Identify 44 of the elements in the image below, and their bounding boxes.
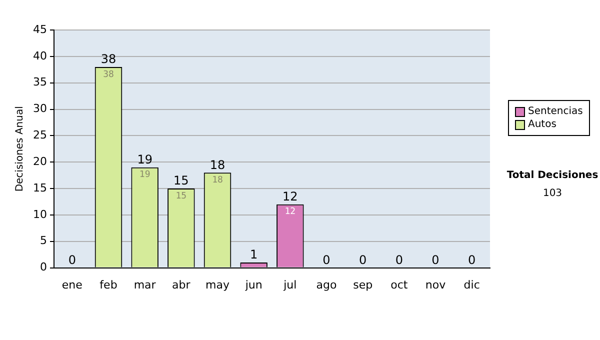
x-tick-label: abr — [172, 278, 191, 292]
total-label: 38 — [100, 52, 116, 66]
total-label: 0 — [395, 252, 403, 267]
x-tick-label: nov — [425, 278, 446, 292]
y-tick-label: 35 — [32, 76, 47, 89]
legend-label: Autos — [528, 118, 556, 131]
data-label: 19 — [139, 170, 150, 180]
x-tick-label: mar — [134, 278, 156, 292]
x-tick-label: ene — [62, 278, 83, 292]
total-label: 0 — [322, 252, 330, 267]
total-label: 1 — [250, 248, 258, 262]
data-label: 18 — [212, 176, 223, 186]
text: Total Decisiones — [506, 170, 600, 181]
total-label: 12 — [282, 190, 298, 204]
x-tick-label: oct — [390, 278, 408, 292]
x-tick-label: ago — [316, 278, 337, 292]
y-tick-label: 0 — [40, 260, 47, 274]
data-label: 38 — [103, 70, 114, 80]
y-tick-label: 15 — [32, 181, 47, 194]
data-label: 15 — [176, 191, 187, 202]
x-tick-label: jul — [282, 278, 297, 292]
y-tick-label: 25 — [32, 128, 47, 142]
total-label: 15 — [174, 174, 189, 188]
total-label: 0 — [468, 252, 476, 267]
total-label: 19 — [137, 152, 152, 167]
x-tick-label: sep — [353, 278, 373, 292]
y-tick-label: 30 — [32, 102, 47, 116]
total-label: 0 — [68, 252, 76, 267]
x-tick-label: feb — [100, 278, 118, 292]
x-tick-label: may — [206, 278, 230, 292]
y-axis-title: Decisiones Anual — [14, 106, 26, 192]
y-tick-label: 45 — [32, 22, 47, 36]
legend-label: Sentencias — [528, 105, 583, 118]
data-label: 12 — [284, 207, 296, 218]
y-tick-label: 5 — [40, 234, 47, 248]
x-tick-label: jun — [244, 278, 262, 292]
y-tick-label: 20 — [32, 154, 47, 168]
text: 103 — [542, 188, 564, 199]
total-label: 0 — [432, 252, 440, 267]
x-tick-label: dic — [464, 278, 480, 292]
y-tick-label: 10 — [32, 208, 47, 221]
y-tick-label: 40 — [32, 49, 47, 62]
total-label: 0 — [359, 252, 367, 267]
total-label: 18 — [210, 158, 226, 172]
